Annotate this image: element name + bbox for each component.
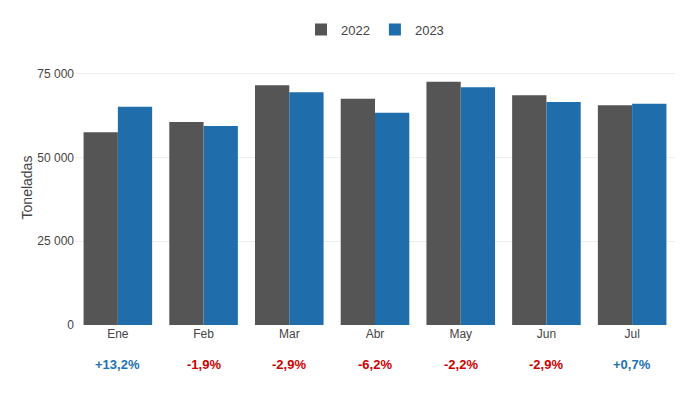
svg-text:+0,7%: +0,7% <box>613 357 651 372</box>
svg-text:0: 0 <box>67 318 74 332</box>
svg-text:Feb: Feb <box>193 327 214 341</box>
svg-text:-2,9%: -2,9% <box>529 357 563 372</box>
svg-text:Ene: Ene <box>107 327 129 341</box>
svg-text:-2,2%: -2,2% <box>444 357 478 372</box>
svg-text:Jul: Jul <box>624 327 639 341</box>
svg-text:50 000: 50 000 <box>37 151 74 165</box>
svg-text:Abr: Abr <box>366 327 385 341</box>
svg-text:Toneladas: Toneladas <box>19 156 35 220</box>
svg-text:75 000: 75 000 <box>37 67 74 81</box>
svg-text:-1,9%: -1,9% <box>187 357 221 372</box>
svg-text:25 000: 25 000 <box>37 234 74 248</box>
svg-text:-6,2%: -6,2% <box>358 357 392 372</box>
svg-text:+13,2%: +13,2% <box>95 357 140 372</box>
svg-text:Mar: Mar <box>279 327 300 341</box>
svg-text:May: May <box>449 327 472 341</box>
svg-text:Jun: Jun <box>537 327 556 341</box>
svg-text:2022: 2022 <box>341 23 370 38</box>
svg-text:-2,9%: -2,9% <box>272 357 306 372</box>
svg-text:2023: 2023 <box>415 23 444 38</box>
